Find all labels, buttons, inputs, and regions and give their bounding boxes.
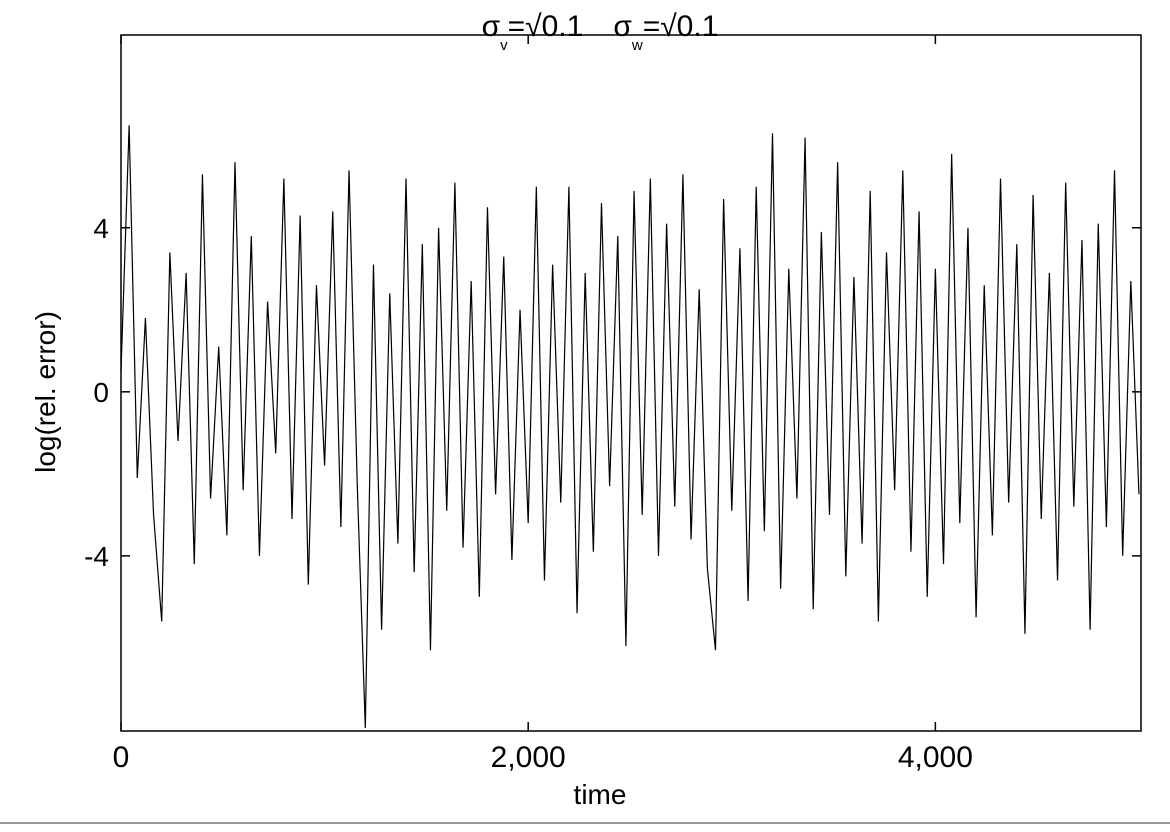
title-symbol: σ bbox=[482, 10, 501, 43]
title-sub: w bbox=[631, 37, 643, 54]
title-rest: =√0.1 bbox=[508, 10, 584, 43]
y-tick-label: -4 bbox=[84, 541, 109, 572]
data-line bbox=[120, 125, 1140, 729]
y-axis-label: log(rel. error) bbox=[30, 311, 61, 473]
title-sub: v bbox=[500, 37, 508, 54]
title-rest: =√0.1 bbox=[643, 10, 719, 43]
y-tick-label: 0 bbox=[93, 377, 109, 408]
plot-frame bbox=[120, 34, 1142, 732]
y-tick-label: 4 bbox=[93, 213, 109, 244]
x-axis-label: time bbox=[574, 779, 627, 810]
x-tick-label: 0 bbox=[113, 741, 130, 774]
x-tick-label: 2,000 bbox=[491, 741, 566, 774]
x-tick-label: 4,000 bbox=[898, 741, 973, 774]
title-symbol: σ bbox=[613, 10, 632, 43]
